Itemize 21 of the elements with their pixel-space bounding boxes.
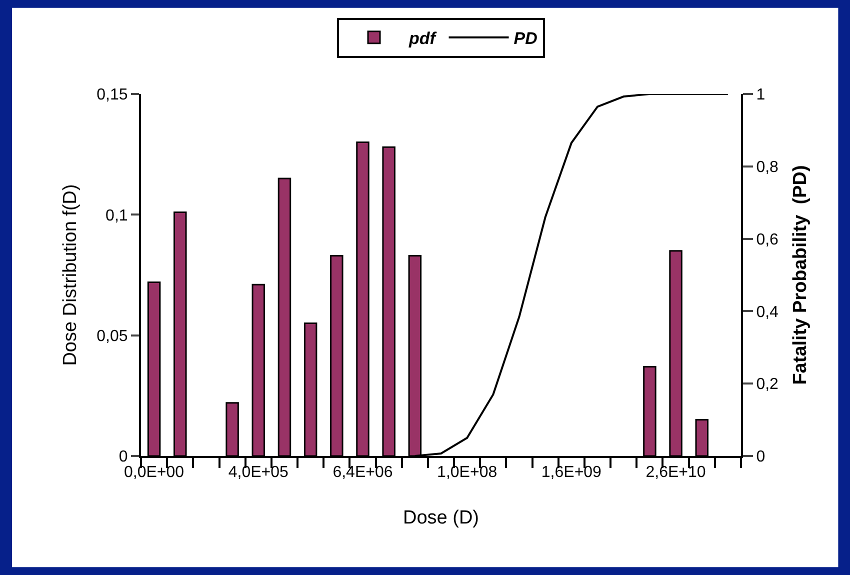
y2-tick-label: 0 (756, 448, 766, 466)
y-tick-label: 0,1 (106, 207, 128, 224)
x-tick-label: 0,0E+00 (124, 464, 184, 482)
x-tick-label: 2,6E+10 (646, 464, 706, 482)
x-tick-label: 6,4E+06 (332, 464, 393, 482)
y2-tick-label: 0,4 (756, 304, 779, 321)
x-axis-title: Dose (D) (402, 508, 480, 528)
legend-label: pdf (408, 28, 438, 48)
y-tick-label: 0,15 (96, 86, 128, 104)
y-tick-label: 0 (118, 448, 128, 466)
legend-label: PD (514, 28, 538, 48)
y2-tick-label: 0,8 (756, 159, 779, 176)
x-tick-label: 1,6E+09 (541, 464, 602, 482)
x-tick-label: 4,0E+05 (228, 464, 289, 482)
y-axis-title: Dose Distribution f(D) (60, 184, 82, 366)
y2-axis-title: Fatality Probability (PD) (790, 165, 811, 385)
y2-tick-label: 0,2 (756, 376, 779, 394)
y2-tick-label: 0,6 (756, 231, 779, 248)
y-tick-label: 0,05 (96, 328, 128, 345)
y2-tick-label: 1 (756, 86, 766, 104)
x-tick-label: 1,0E+08 (437, 464, 498, 482)
